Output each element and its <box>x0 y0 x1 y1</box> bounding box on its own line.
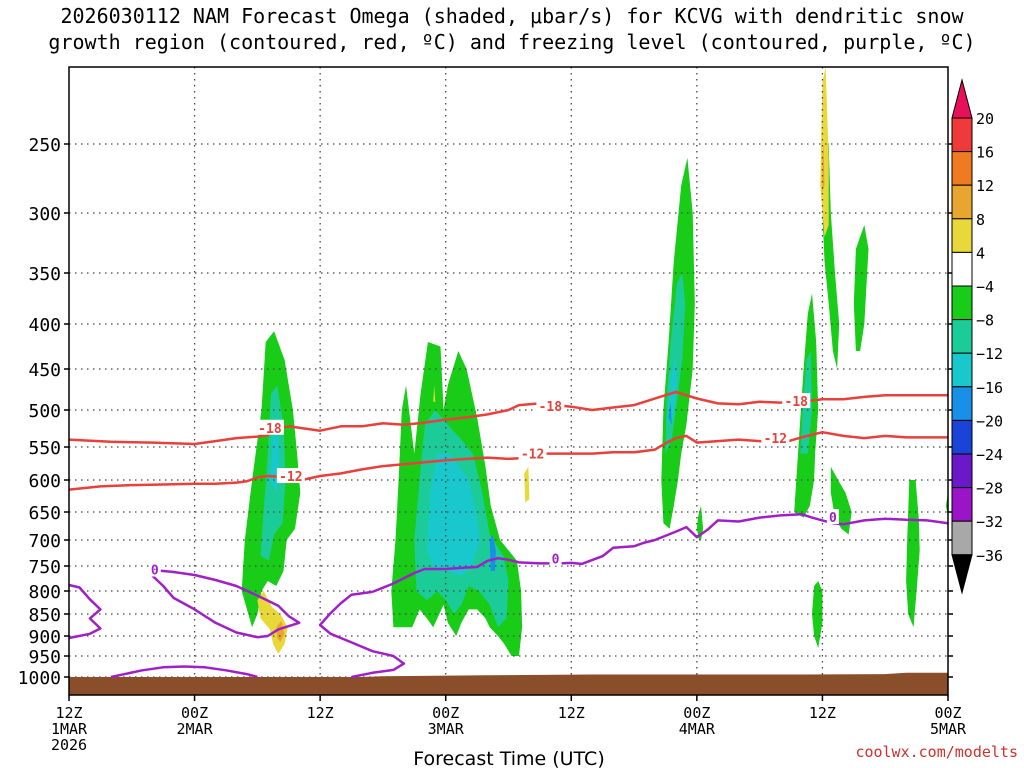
colorbar-label-9: −20 <box>976 412 1003 430</box>
y-tick-label-450: 450 <box>28 360 61 381</box>
colorbar-segment-10 <box>951 419 973 455</box>
contour-label-bg--12C-1 <box>518 445 547 461</box>
y-tick-label-900: 900 <box>28 627 61 648</box>
x-axis-title: Forecast Time (UTC) <box>413 748 604 768</box>
colorbar-segment-6 <box>951 285 973 321</box>
colorbar-segment-5 <box>951 251 973 287</box>
omega-region-cyan-b2 <box>426 453 481 576</box>
contour-0C-bottom <box>110 665 258 679</box>
x-tick-label-36-0: 00Z <box>432 704 459 722</box>
colorbar-segment-3 <box>951 184 973 220</box>
contour-label--12C-2: -12 <box>764 432 787 447</box>
colorbar-segment-13 <box>951 520 973 556</box>
colorbar-segment-11 <box>951 453 973 489</box>
colorbar-label-8: −16 <box>976 379 1003 397</box>
y-tick-label-250: 250 <box>28 135 61 156</box>
colorbar-label-7: −12 <box>976 345 1003 363</box>
x-tick-label-24-0: 12Z <box>307 704 334 722</box>
chart-title-line-1: 2026030112 NAM Forecast Omega (shaded, μ… <box>60 4 964 28</box>
colorbar-top-arrow <box>951 78 973 119</box>
x-tick-label-60-1: 4MAR <box>679 720 716 738</box>
contour-label-bg--18C-2 <box>782 392 811 408</box>
x-tick-label-60-0: 00Z <box>683 704 710 722</box>
colorbar-label-1: 16 <box>976 144 994 162</box>
x-tick-label-0-2: 2026 <box>51 736 87 754</box>
contour-label-bg-0C-loop-0 <box>148 561 161 577</box>
x-tick-label-12-0: 00Z <box>181 704 208 722</box>
omega-region-green-h <box>812 581 823 648</box>
contour-label--12C-0: -12 <box>279 470 302 485</box>
y-tick-label-600: 600 <box>28 471 61 492</box>
chart-title-line-2: growth region (contoured, red, ºC) and f… <box>48 30 976 54</box>
x-tick-label-0-0: 12Z <box>55 704 82 722</box>
colorbar-bottom-arrow <box>951 554 973 595</box>
x-tick-label-84-1: 5MAR <box>930 720 967 738</box>
colorbar-segment-7 <box>951 319 973 354</box>
omega-region-orange-a <box>276 620 285 642</box>
colorbar-label-12: −32 <box>976 513 1003 531</box>
contour-0C-loop <box>151 568 301 639</box>
x-tick-label-12-1: 2MAR <box>177 720 214 738</box>
terrain-ground <box>69 672 948 695</box>
x-tick-label-72-0: 12Z <box>809 704 836 722</box>
y-tick-label-300: 300 <box>28 204 61 225</box>
colorbar-label-11: −28 <box>976 480 1003 498</box>
contour-label-bg--12C-0 <box>276 468 305 484</box>
contour-label--12C-1: -12 <box>521 448 544 463</box>
contour-label-0C-main-0: 0 <box>552 553 560 568</box>
y-tick-label-550: 550 <box>28 438 61 459</box>
colorbar-segment-2 <box>951 151 973 186</box>
colorbar-label-13: −36 <box>976 547 1003 565</box>
y-tick-label-700: 700 <box>28 531 61 552</box>
y-tick-label-950: 950 <box>28 647 61 668</box>
contour-0C-left <box>68 583 102 640</box>
colorbar-segment-4 <box>951 218 973 253</box>
contour-label-bg--18C-1 <box>536 397 565 413</box>
colorbar-label-2: 12 <box>976 177 994 195</box>
colorbar-label-3: 8 <box>976 211 985 229</box>
contour-label--18C-0: -18 <box>258 422 282 437</box>
y-tick-label-650: 650 <box>28 503 61 524</box>
contour-label--18C-1: -18 <box>539 400 563 415</box>
x-tick-label-36-1: 3MAR <box>428 720 465 738</box>
y-tick-label-800: 800 <box>28 582 61 603</box>
contour-0C-bottom2 <box>318 590 406 679</box>
y-tick-label-750: 750 <box>28 557 61 578</box>
contour-label-bg--12C-2 <box>761 430 790 446</box>
y-tick-label-850: 850 <box>28 605 61 626</box>
omega-region-yellow-b <box>433 385 436 402</box>
omega-region-yellow-b2 <box>524 466 530 503</box>
y-tick-label-1000: 1000 <box>18 668 61 689</box>
colorbar-segment-8 <box>951 352 973 388</box>
plot-frame <box>68 66 949 696</box>
contour-label-0C-loop-0: 0 <box>151 564 159 579</box>
colorbar-segment-12 <box>951 487 973 522</box>
omega-region-green-d <box>696 505 704 540</box>
omega-region-blue-c <box>668 401 672 425</box>
colorbar-label-6: −8 <box>976 312 994 330</box>
contour-label-bg-0C-main-0 <box>549 550 562 566</box>
colorbar-label-0: 20 <box>976 110 994 128</box>
contour-label-bg-0C-main-1 <box>826 509 839 525</box>
y-tick-label-500: 500 <box>28 401 61 422</box>
contour-label-bg--18C-0 <box>255 419 284 435</box>
credit-text: coolwx.com/modelts <box>855 743 1018 761</box>
x-tick-label-84-0: 00Z <box>934 704 961 722</box>
omega-region-blue-b <box>489 534 496 571</box>
colorbar-label-5: −4 <box>976 278 994 296</box>
contour-label-0C-main-1: 0 <box>829 511 837 526</box>
omega-region-orange-f <box>822 144 825 193</box>
contour-label--18C-2: -18 <box>785 395 809 410</box>
x-tick-label-0-1: 1MAR <box>51 720 88 738</box>
x-tick-label-48-0: 12Z <box>558 704 585 722</box>
colorbar-label-4: 4 <box>976 244 985 262</box>
y-tick-label-350: 350 <box>28 264 61 285</box>
omega-region-green-i <box>853 225 869 351</box>
colorbar-segment-9 <box>951 386 973 421</box>
colorbar-label-10: −24 <box>976 446 1003 464</box>
y-tick-label-400: 400 <box>28 315 61 336</box>
colorbar-segment-1 <box>951 117 973 153</box>
